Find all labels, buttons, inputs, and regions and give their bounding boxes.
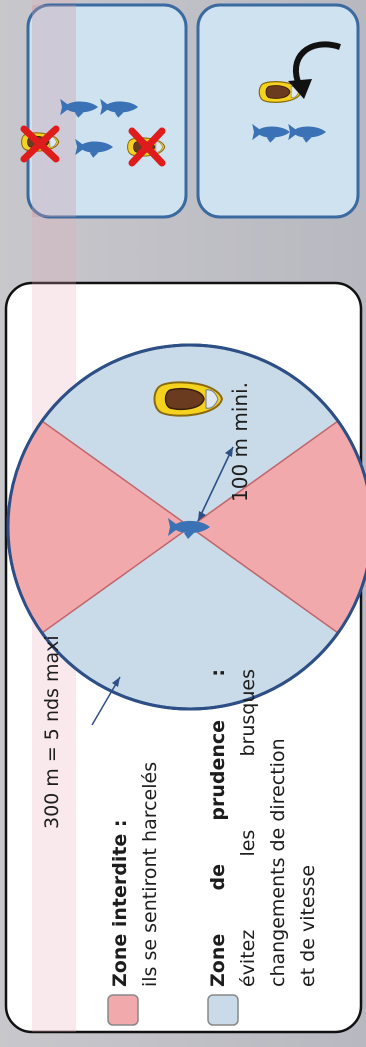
caution-line1-word: évitez [237, 929, 259, 987]
caution-zone-title: Zone de prudence : [206, 669, 230, 987]
caution-title-word: prudence [207, 719, 229, 821]
arrow-100m-head-b [225, 447, 233, 457]
caution-zone-line3: et de vitesse [297, 864, 319, 987]
caution-title-colon: : [207, 669, 229, 677]
arrow-100m [197, 446, 234, 522]
panel-no-boats [26, 3, 188, 219]
panel-pink-overlay [32, 5, 76, 217]
curved-arrow-icon [292, 41, 341, 89]
panel-approach [196, 3, 360, 219]
curved-arrow-head [288, 79, 312, 99]
caution-title-word: de [207, 863, 229, 891]
caution-title-word: Zone [207, 933, 229, 987]
forbidden-zone-desc: ils se sentiront harcelés [139, 761, 161, 987]
caution-zone-line2: changements de direction [267, 738, 289, 987]
distance-100-label: 100 m mini. [228, 382, 252, 502]
cross-icon [20, 125, 60, 163]
distance-300-label: 300 m = 5 nds maxi [41, 635, 63, 829]
circle-outline [6, 343, 366, 711]
caution-line1-word: brusques [237, 669, 259, 757]
arrow-100m-head-a [198, 511, 206, 521]
cross-icon [128, 127, 166, 167]
caution-swatch [207, 994, 239, 1026]
caution-line1-word: les [237, 829, 259, 857]
forbidden-swatch [107, 994, 139, 1026]
forbidden-zone-title: Zone interdite : [109, 819, 131, 987]
arrow-300m-head [112, 677, 120, 687]
boat-icon [153, 381, 223, 417]
caution-zone-line1: évitez les brusques [236, 669, 260, 987]
